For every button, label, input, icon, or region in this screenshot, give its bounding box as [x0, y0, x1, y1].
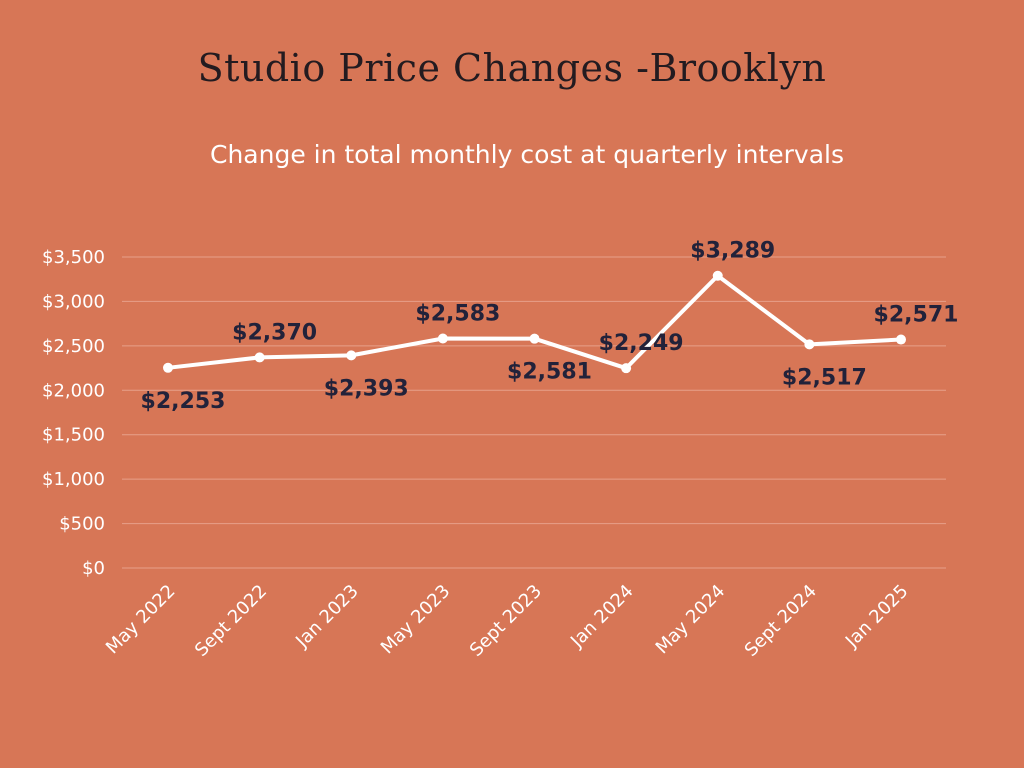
y-tick-label: $0 [82, 558, 105, 579]
data-labels: $2,253 $2,370 $2,393 $2,583 $2,581 $2,249 $3,2… [141, 239, 959, 414]
x-tick-label: Sept 2024 [741, 581, 821, 661]
data-points [163, 270, 906, 374]
y-tick-label: $3,500 [42, 247, 105, 268]
x-tick-label: May 2024 [652, 581, 730, 659]
x-tick-label: May 2023 [377, 581, 455, 659]
x-tick-label: Jan 2024 [566, 581, 638, 653]
data-point [529, 333, 540, 344]
y-tick-label: $1,500 [42, 425, 105, 446]
data-point [254, 352, 265, 363]
grid-lines [122, 256, 946, 569]
x-axis-ticks: May 2022 Sept 2022 Jan 2023 May 2023 Sept 20… [102, 581, 913, 661]
data-point [804, 339, 815, 350]
data-point [712, 270, 723, 281]
y-tick-label: $2,000 [42, 380, 105, 401]
data-label: $3,289 [690, 239, 775, 264]
data-point [896, 334, 906, 345]
data-label: $2,393 [324, 376, 409, 401]
x-tick-label: Jan 2023 [291, 581, 363, 653]
x-tick-label: Jan 2025 [841, 581, 913, 653]
data-label: $2,253 [141, 389, 226, 414]
data-label: $2,571 [874, 303, 959, 328]
data-point [437, 333, 448, 344]
y-axis-ticks: $0 $500 $1,000 $1,500 $2,000 $2,500 $3,000 $3,5… [42, 247, 105, 579]
x-tick-label: May 2022 [102, 581, 180, 659]
data-label: $2,517 [782, 365, 867, 390]
x-tick-label: Sept 2023 [466, 581, 546, 661]
data-label: $2,583 [415, 301, 500, 326]
chart-subtitle: Change in total monthly cost at quarterl… [209, 140, 845, 169]
data-point [163, 362, 173, 373]
data-point [346, 350, 357, 361]
y-tick-label: $2,500 [42, 336, 105, 357]
y-tick-label: $1,000 [42, 469, 105, 490]
data-label: $2,581 [507, 360, 592, 385]
chart-title: Studio Price Changes -Brooklyn [197, 46, 827, 90]
y-tick-label: $3,000 [42, 291, 105, 312]
x-tick-label: Sept 2022 [191, 581, 271, 661]
data-point [621, 363, 632, 374]
y-tick-label: $500 [59, 514, 105, 535]
data-label: $2,249 [599, 331, 684, 356]
data-label: $2,370 [232, 320, 317, 345]
